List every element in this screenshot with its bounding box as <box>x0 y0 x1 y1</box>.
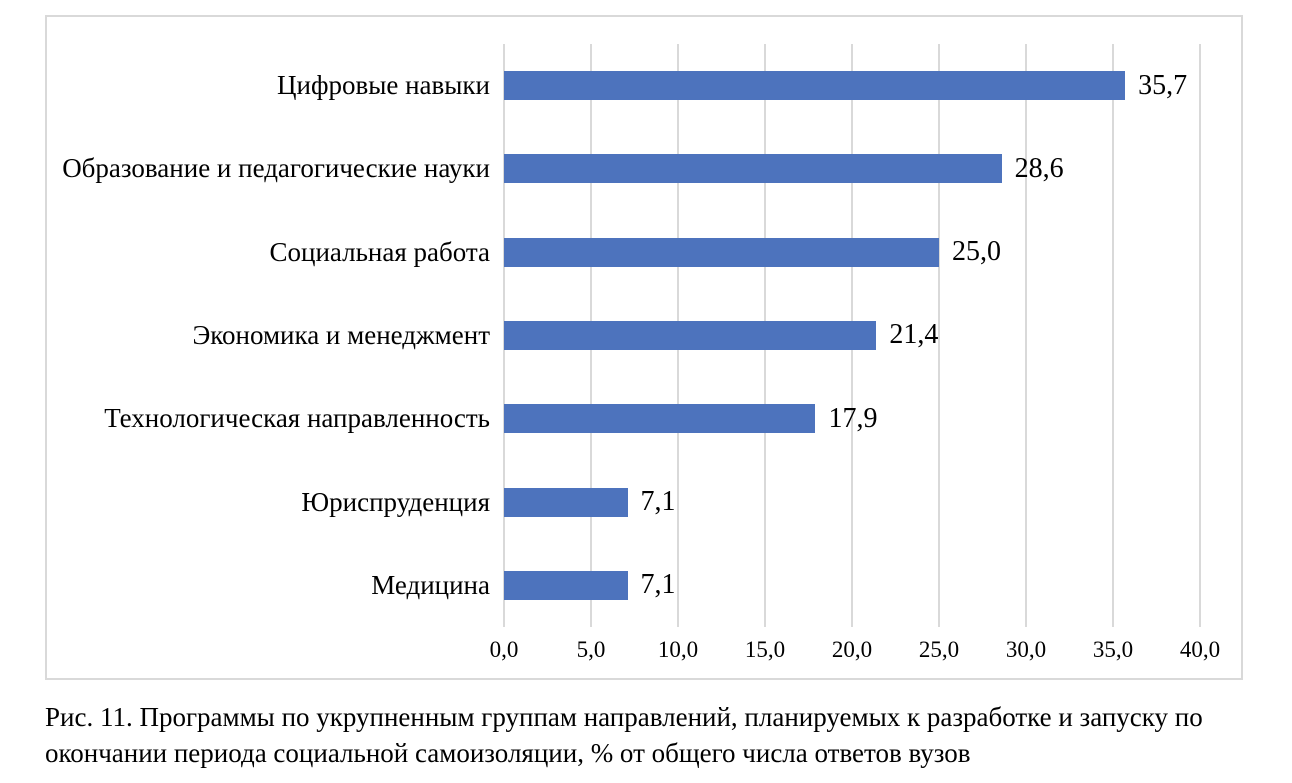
x-tick-label: 40,0 <box>1179 637 1221 662</box>
bar-row: Медицина 7,1 <box>371 544 1200 627</box>
bar <box>504 237 939 267</box>
category-label: Социальная работа <box>269 236 491 267</box>
bar-rows: Цифровые навыки 35,7 Образование и педаг… <box>62 44 1200 627</box>
x-tick-label: 0,0 <box>489 637 519 662</box>
category-label: Образование и педагогические науки <box>62 153 490 184</box>
bar <box>504 570 628 600</box>
value-label: 28,6 <box>1014 152 1064 184</box>
gridline-25 <box>938 44 940 627</box>
x-tick-label: 10,0 <box>657 637 699 662</box>
bar <box>504 71 1126 101</box>
bar-chart: Цифровые навыки 35,7 Образование и педаг… <box>45 15 1243 680</box>
bar <box>504 487 628 517</box>
value-label: 21,4 <box>889 319 939 351</box>
bar <box>504 404 816 434</box>
bar-row: Цифровые навыки 35,7 <box>277 44 1200 127</box>
bar-row: Экономика и менеджмент 21,4 <box>192 294 1200 377</box>
category-label: Цифровые навыки <box>277 70 490 101</box>
gridline-30 <box>1025 44 1027 627</box>
bar-row: Социальная работа 25,0 <box>270 211 1200 294</box>
bar <box>504 154 1002 184</box>
figure-caption: Рис. 11. Программы по укрупненным группа… <box>45 702 1203 768</box>
bar-row: Юриспруденция 7,1 <box>301 460 1200 543</box>
x-tick-label: 15,0 <box>744 637 786 662</box>
value-label: 17,9 <box>828 402 878 434</box>
category-label: Юриспруденция <box>301 486 490 517</box>
x-tick-label: 20,0 <box>831 637 873 662</box>
bar <box>504 320 877 350</box>
bar-row: Технологическая направленность 17,9 <box>104 377 1200 460</box>
x-tick-label: 35,0 <box>1092 637 1134 662</box>
x-tick-label: 30,0 <box>1005 637 1047 662</box>
value-label: 25,0 <box>952 236 1001 268</box>
category-label: Экономика и менеджмент <box>192 319 490 350</box>
category-label: Медицина <box>371 569 490 600</box>
value-label: 7,1 <box>640 569 676 601</box>
gridline-40 <box>1199 44 1201 627</box>
x-axis: 0,0 5,0 10,0 15,0 20,0 25,0 30,0 35,0 40… <box>490 637 1221 671</box>
gridline-35 <box>1112 44 1114 627</box>
x-tick-label: 25,0 <box>918 637 960 662</box>
value-label: 35,7 <box>1138 69 1188 101</box>
bar-row: Образование и педагогические науки 28,6 <box>62 127 1200 210</box>
x-tick-label: 5,0 <box>576 637 606 662</box>
value-label: 7,1 <box>640 486 676 518</box>
category-label: Технологическая направленность <box>104 403 490 434</box>
